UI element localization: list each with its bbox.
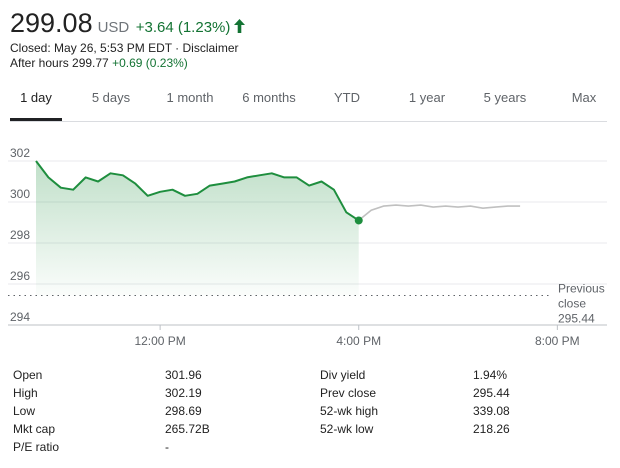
active-tab-indicator [10,118,62,121]
stat-label: High [13,386,38,400]
arrow-up-icon [234,19,246,33]
y-tick-label: 300 [10,187,30,201]
stat-row: 52-wk high 339.08 [320,402,510,420]
stat-label: Low [13,404,36,418]
y-tick-label: 296 [10,269,30,283]
stat-label: P/E ratio [13,440,60,454]
tab-5-years[interactable]: 5 years [483,90,527,105]
tabs-divider [10,121,607,122]
stat-value: 298.69 [165,404,202,418]
stats-table-left: Open 301.96 High 302.19 Low 298.69 Mkt cap 2… [13,366,210,456]
regular-session-area [36,161,359,296]
y-tick-label: 298 [10,228,30,242]
stat-value: 265.72B [165,422,210,436]
stat-value: - [165,440,169,454]
stat-label: Mkt cap [13,422,56,436]
previous-close-label: Previous [558,281,605,295]
after-hours-line: After hours 299.77 +0.69 (0.23%) [10,56,188,70]
tab-ytd[interactable]: YTD [334,90,360,105]
price-header: 299.08 USD +3.64 (1.23%) [10,8,246,39]
stat-value: 218.26 [473,422,510,436]
x-tick-label: 8:00 PM [535,334,580,348]
y-tick-label: 302 [10,146,30,160]
stat-row: P/E ratio - [13,438,210,456]
stat-label: 52-wk high [320,404,379,418]
stat-label: Div yield [320,368,366,382]
stat-label: 52-wk low [320,422,374,436]
after-hours-line [358,204,521,222]
stat-label: Open [13,368,43,382]
tab-5-days[interactable]: 5 days [91,90,131,105]
tab-6-months[interactable]: 6 months [242,90,296,105]
stat-row: 52-wk low 218.26 [320,420,510,438]
close-point [354,216,363,225]
stat-row: Open 301.96 [13,366,210,384]
range-tabs: 1 day 5 days 1 month 6 months YTD 1 year… [0,82,620,122]
chart-plot [8,160,551,296]
tab-max[interactable]: Max [571,90,597,105]
stat-value: 301.96 [165,368,202,382]
stat-row: Low 298.69 [13,402,210,420]
currency-label: USD [97,19,130,36]
stat-value: 1.94% [473,368,508,382]
tab-1-year[interactable]: 1 year [408,90,446,105]
stat-label: Prev close [320,386,377,400]
tab-1-month[interactable]: 1 month [166,90,214,105]
y-tick-label: 294 [10,310,30,324]
after-hours-label: After hours 299.77 [10,56,109,70]
stat-row: Div yield 1.94% [320,366,510,384]
stats-table-right: Div yield 1.94% Prev close 295.44 52-wk hi… [320,366,510,438]
current-price: 299.08 [10,8,93,38]
price-chart[interactable]: 302 300 298 296 294 12:00 PM 4:00 PM 8:00 PM Pre… [0,140,620,355]
chart-labels: 302 300 298 296 294 12:00 PM 4:00 PM 8:00 PM Pre… [10,146,605,348]
stat-row: Prev close 295.44 [320,384,510,402]
stat-row: High 302.19 [13,384,210,402]
price-change: +3.64 (1.23%) [135,19,231,36]
stat-value: 295.44 [473,386,510,400]
market-status: Closed: May 26, 5:53 PM EDT · Disclaimer [10,41,239,55]
previous-close-label: close [558,296,586,310]
x-tick-label: 4:00 PM [336,334,381,348]
after-hours-change: +0.69 (0.23%) [112,56,188,70]
x-tick-label: 12:00 PM [134,334,185,348]
regular-session-line [35,160,360,222]
stat-row: Mkt cap 265.72B [13,420,210,438]
stat-value: 339.08 [473,404,510,418]
previous-close-label: 295.44 [558,311,595,325]
stat-value: 302.19 [165,386,202,400]
tab-1-day[interactable]: 1 day [20,90,52,105]
